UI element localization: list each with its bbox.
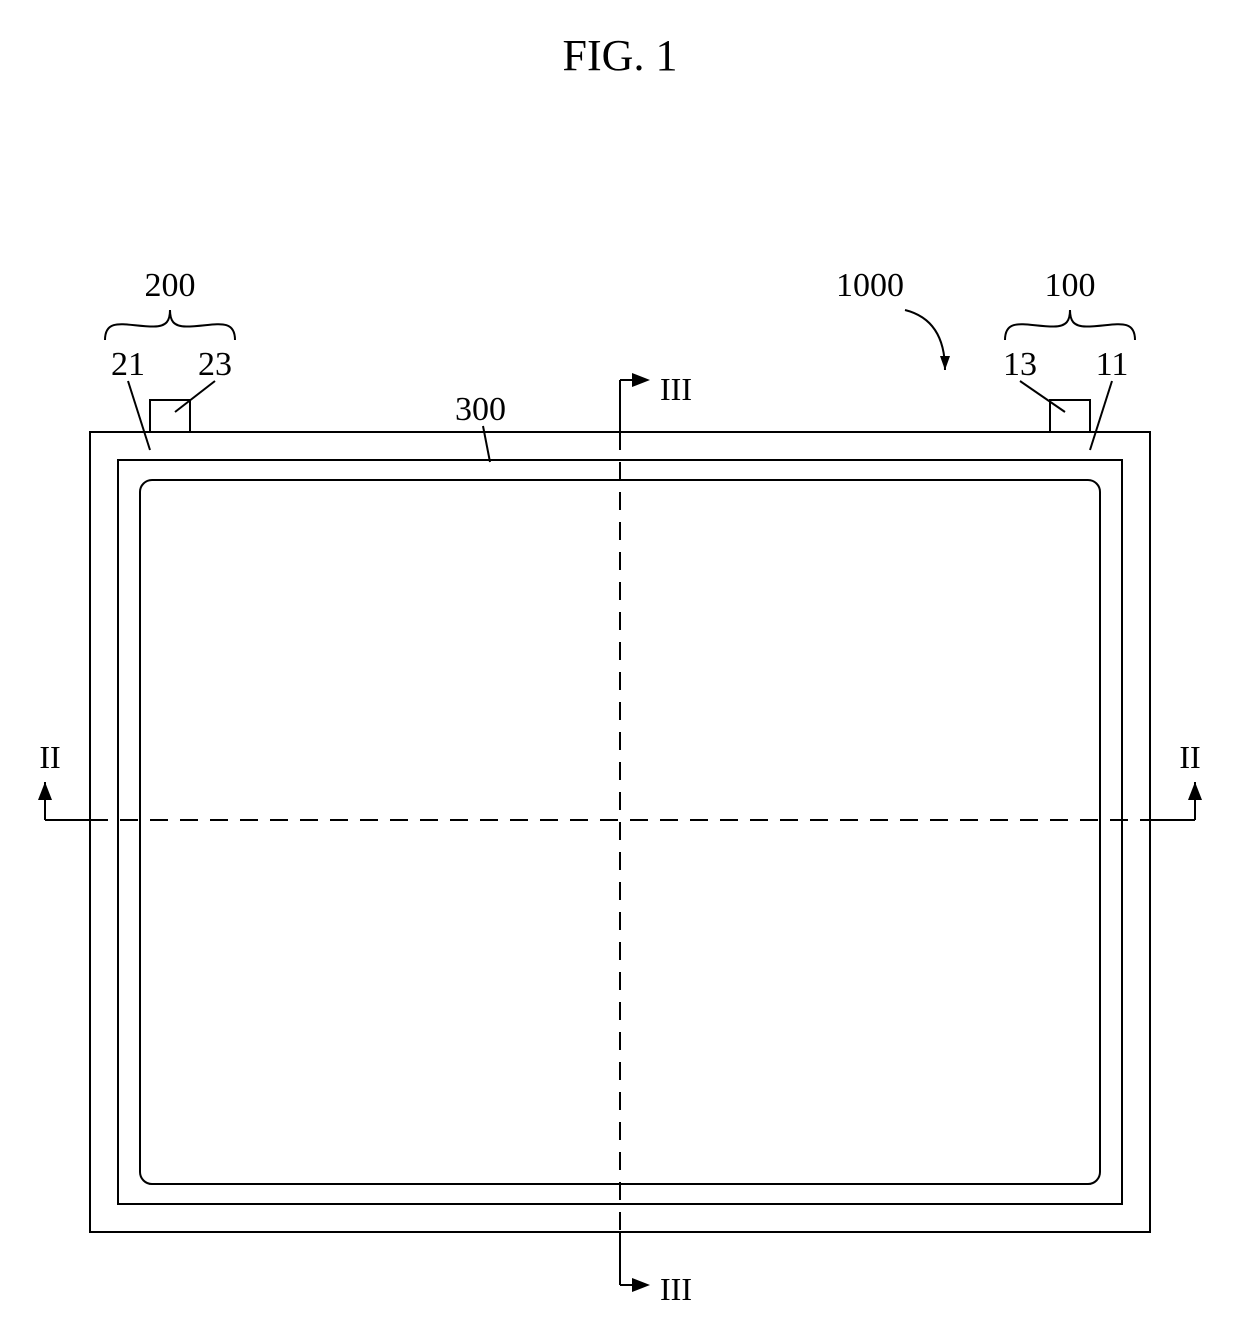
svg-text:II: II bbox=[1179, 739, 1200, 775]
svg-text:FIG. 1: FIG. 1 bbox=[563, 31, 678, 80]
svg-text:100: 100 bbox=[1045, 267, 1096, 304]
svg-text:21: 21 bbox=[111, 346, 145, 383]
svg-text:200: 200 bbox=[145, 267, 196, 304]
svg-text:II: II bbox=[39, 739, 60, 775]
figure-container: FIG. 1200100212313113001000IIIIIIIIII bbox=[0, 0, 1240, 1330]
svg-text:13: 13 bbox=[1003, 346, 1037, 383]
svg-text:1000: 1000 bbox=[836, 267, 904, 304]
svg-text:300: 300 bbox=[455, 391, 506, 428]
svg-text:III: III bbox=[660, 371, 692, 407]
svg-text:III: III bbox=[660, 1271, 692, 1307]
svg-text:23: 23 bbox=[198, 346, 232, 383]
svg-text:11: 11 bbox=[1096, 346, 1129, 383]
figure-svg: FIG. 1200100212313113001000IIIIIIIIII bbox=[0, 0, 1240, 1330]
